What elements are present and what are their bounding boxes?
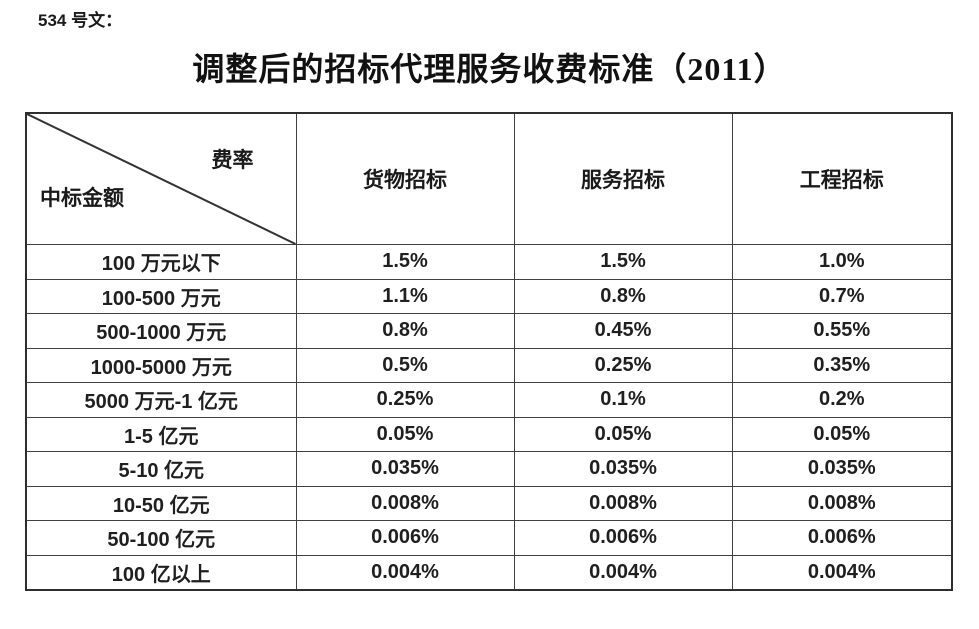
diagonal-line-icon: [27, 114, 296, 244]
rate-cell: 0.05%: [295, 416, 515, 452]
rate-cell: 0.035%: [513, 451, 733, 487]
row-label: 500-1000 万元: [25, 313, 297, 349]
column-header-service-bidding: 服务招标: [513, 112, 733, 245]
table-row: 1000-5000 万元 0.5% 0.25% 0.35%: [25, 347, 953, 383]
corner-header-cell: 费率 中标金额: [25, 112, 297, 245]
rate-cell: 0.035%: [295, 451, 515, 487]
row-label: 10-50 亿元: [25, 485, 297, 521]
table-row: 50-100 亿元 0.006% 0.006% 0.006%: [25, 520, 953, 556]
rate-cell: 1.1%: [295, 278, 515, 314]
rate-cell: 0.2%: [731, 382, 953, 418]
row-label: 100 亿以上: [25, 554, 297, 591]
table-row: 100-500 万元 1.1% 0.8% 0.7%: [25, 278, 953, 314]
fee-table: 费率 中标金额 货物招标 服务招标 工程招标 100 万元以下 1.5% 1.5…: [25, 112, 953, 591]
row-label: 50-100 亿元: [25, 520, 297, 556]
rate-cell: 0.008%: [295, 485, 515, 521]
rate-cell: 0.004%: [731, 554, 953, 591]
rate-cell: 0.55%: [731, 313, 953, 349]
table-header-row: 费率 中标金额 货物招标 服务招标 工程招标: [25, 112, 953, 245]
rate-cell: 0.7%: [731, 278, 953, 314]
row-label: 100-500 万元: [25, 278, 297, 314]
rate-cell: 1.5%: [513, 244, 733, 280]
table-row: 100 万元以下 1.5% 1.5% 1.0%: [25, 244, 953, 280]
rate-cell: 0.5%: [295, 347, 515, 383]
rate-cell: 0.25%: [513, 347, 733, 383]
row-label: 1-5 亿元: [25, 416, 297, 452]
rate-cell: 0.035%: [731, 451, 953, 487]
rate-cell: 0.35%: [731, 347, 953, 383]
corner-label-bid-amount: 中标金额: [40, 186, 124, 210]
table-row: 1-5 亿元 0.05% 0.05% 0.05%: [25, 416, 953, 452]
rate-cell: 0.05%: [731, 416, 953, 452]
table-row: 100 亿以上 0.004% 0.004% 0.004%: [25, 554, 953, 591]
doc-ref: 534 号文：: [38, 11, 123, 30]
column-header-goods-bidding: 货物招标: [295, 112, 515, 245]
rate-cell: 0.05%: [513, 416, 733, 452]
rate-cell: 0.1%: [513, 382, 733, 418]
row-label: 100 万元以下: [25, 244, 297, 280]
rate-cell: 1.5%: [295, 244, 515, 280]
page-title: 调整后的招标代理服务收费标准（2011）: [192, 51, 787, 87]
rate-cell: 0.004%: [295, 554, 515, 591]
rate-cell: 0.006%: [731, 520, 953, 556]
rate-cell: 1.0%: [731, 244, 953, 280]
rate-cell: 0.8%: [295, 313, 515, 349]
corner-label-rate: 费率: [211, 148, 254, 172]
table-row: 10-50 亿元 0.008% 0.008% 0.008%: [25, 485, 953, 521]
rate-cell: 0.25%: [295, 382, 515, 418]
rate-cell: 0.45%: [513, 313, 733, 349]
rate-cell: 0.8%: [513, 278, 733, 314]
rate-cell: 0.006%: [295, 520, 515, 556]
table-row: 5-10 亿元 0.035% 0.035% 0.035%: [25, 451, 953, 487]
rate-cell: 0.008%: [513, 485, 733, 521]
row-label: 5-10 亿元: [25, 451, 297, 487]
table-row: 500-1000 万元 0.8% 0.45% 0.55%: [25, 313, 953, 349]
table-row: 5000 万元-1 亿元 0.25% 0.1% 0.2%: [25, 382, 953, 418]
rate-cell: 0.006%: [513, 520, 733, 556]
row-label: 5000 万元-1 亿元: [25, 382, 297, 418]
column-header-engineering-bidding: 工程招标: [731, 112, 953, 245]
rate-cell: 0.008%: [731, 485, 953, 521]
row-label: 1000-5000 万元: [25, 347, 297, 383]
rate-cell: 0.004%: [513, 554, 733, 591]
